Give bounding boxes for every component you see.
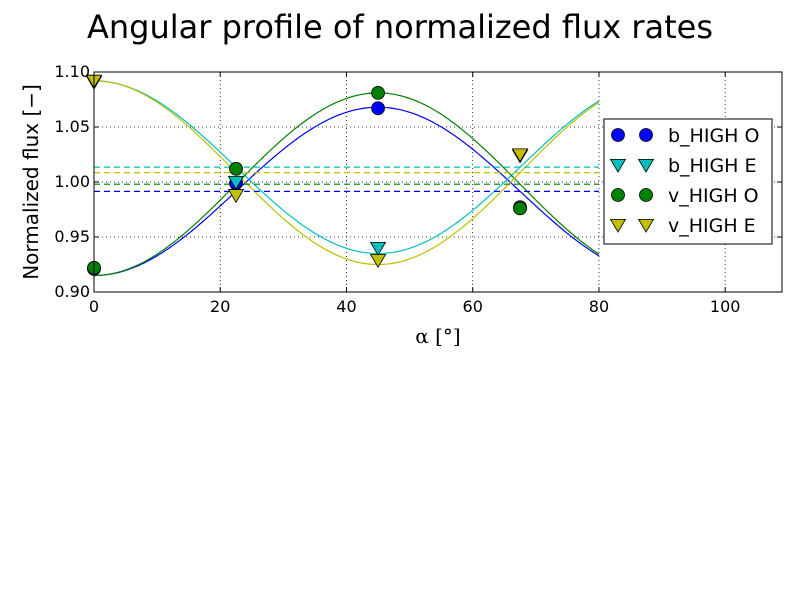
y-tick-label: 1.05: [54, 117, 90, 136]
x-tick-label: 80: [589, 297, 609, 316]
data-point-b-high-e: [227, 175, 245, 190]
data-point-v-high-o: [513, 201, 527, 216]
y-axis-label: Normalized flux [−]: [19, 84, 43, 280]
data-point-v-high-o: [229, 161, 243, 176]
legend-label: v_HIGH O: [668, 185, 759, 207]
y-tick-label: 1.10: [54, 62, 90, 81]
data-point-v-high-e: [227, 189, 245, 204]
x-axis-label: α [°]: [415, 324, 460, 348]
legend-entry-b-high-o: b_HIGH O: [611, 125, 759, 147]
chart-title: Angular profile of normalized flux rates: [87, 8, 713, 46]
data-point-b-high-o: [371, 101, 385, 116]
legend-marker: [611, 188, 625, 202]
data-markers: [85, 74, 529, 276]
data-point-v-high-e: [511, 148, 529, 163]
y-tick-label: 1.00: [54, 172, 90, 191]
x-tick-label: 20: [210, 297, 230, 316]
legend-marker: [609, 218, 627, 233]
legend-marker: [639, 188, 653, 202]
legend-marker: [609, 158, 627, 173]
x-tick-label: 100: [710, 297, 741, 316]
legend-entry-b-high-e: b_HIGH E: [609, 155, 757, 177]
legend-marker: [611, 128, 625, 142]
data-point-b-high-e: [369, 241, 387, 256]
legend-frame: [603, 118, 773, 245]
y-tick-label: 0.95: [54, 227, 90, 246]
data-point-v-high-o: [371, 86, 385, 100]
fit-curve-v-high-e: [93, 80, 600, 266]
legend-label: b_HIGH E: [668, 155, 757, 177]
mean-lines: [94, 166, 599, 192]
x-tick-label: 40: [336, 297, 356, 316]
x-tick-label: 0: [89, 297, 99, 316]
x-tick-label: 60: [463, 297, 483, 316]
legend-label: v_HIGH E: [668, 215, 756, 237]
legend-label: b_HIGH O: [668, 125, 759, 147]
legend-entry-v-high-o: v_HIGH O: [611, 185, 759, 207]
y-tick-label: 0.90: [54, 282, 90, 301]
axis-ticks: 0 20 40 60 80 100 0.90 0.95 1.00 1.05 1.10: [54, 62, 782, 316]
legend: b_HIGH O b_HIGH E v_HIGH O v_HIGH E: [603, 118, 773, 245]
legend-marker: [637, 158, 655, 173]
legend-marker: [637, 218, 655, 233]
data-point-v-high-e: [369, 254, 387, 269]
fit-curve-v-high-o: [93, 92, 600, 277]
legend-entry-v-high-e: v_HIGH E: [609, 215, 756, 237]
fit-curve-b-high-o: [93, 106, 600, 277]
fit-curves: [93, 80, 600, 277]
legend-marker: [639, 128, 653, 142]
